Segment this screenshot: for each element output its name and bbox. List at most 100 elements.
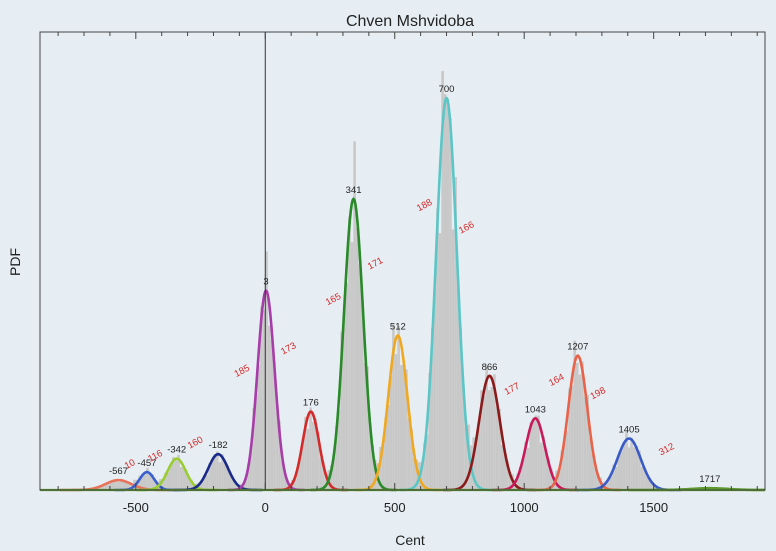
- histogram-bar-33: [174, 460, 178, 490]
- histogram-bar-217: [651, 482, 654, 490]
- histogram-bar-20: [140, 474, 144, 490]
- histogram-bar-60: [244, 479, 248, 490]
- histogram-bar-7: [107, 481, 110, 490]
- plot-border: [39, 31, 766, 491]
- histogram-bar-4: [99, 486, 103, 490]
- histogram-bar-114: [384, 417, 387, 490]
- histogram-bar-211: [635, 445, 639, 490]
- histogram-bar-213: [640, 466, 644, 490]
- histogram-bar-22: [146, 467, 149, 490]
- histogram-bar-80: [296, 467, 299, 490]
- histogram-bar-172: [534, 415, 538, 490]
- peak-label-700: 700: [439, 84, 455, 95]
- histogram-bar-69: [267, 325, 271, 490]
- chart-title: Chven Mshvidoba: [346, 13, 474, 30]
- histogram-bar-104: [358, 264, 362, 490]
- histogram-bar-208: [627, 447, 631, 490]
- histogram-bar-55: [231, 480, 235, 490]
- histogram-bar-124: [410, 428, 413, 490]
- histogram-bar-170: [529, 422, 532, 490]
- histogram-bar-62: [249, 450, 253, 490]
- histogram-bar-184: [565, 430, 569, 490]
- histogram-bar-25: [153, 479, 157, 490]
- histogram-bar-144: [462, 383, 465, 490]
- histogram-bar-87: [314, 418, 318, 490]
- histogram-bar-160: [503, 452, 507, 490]
- histogram-bar-168: [524, 442, 527, 490]
- histogram-bar-36: [182, 466, 185, 490]
- histogram-bar-205: [620, 450, 623, 490]
- histogram-bar-9: [112, 480, 116, 490]
- histogram-bar-14: [125, 481, 129, 490]
- peak-label-512: 512: [390, 321, 406, 332]
- histogram-bar-82: [301, 439, 305, 490]
- histogram-bar-48: [213, 454, 217, 490]
- histogram-bar-166: [519, 466, 522, 490]
- histogram-bar-203: [614, 466, 618, 490]
- histogram-bar-99: [345, 282, 349, 490]
- histogram-bar-98: [342, 306, 346, 490]
- peak-label-1717: 1717: [699, 474, 720, 485]
- histogram-bar-132: [430, 327, 434, 490]
- histogram-bar-88: [317, 431, 320, 490]
- histogram-bar-76: [285, 479, 289, 490]
- histogram-bar-153: [485, 366, 488, 490]
- histogram-bar-71: [273, 361, 276, 490]
- histogram-bar-84: [306, 428, 310, 490]
- histogram-bar-176: [544, 453, 548, 490]
- histogram-bar-118: [394, 354, 398, 490]
- histogram-bar-110: [374, 459, 377, 490]
- histogram-bar-199: [604, 481, 608, 490]
- histogram-bar-123: [407, 418, 411, 490]
- histogram-bar-51: [221, 454, 224, 490]
- histogram-bar-155: [490, 387, 494, 490]
- histogram-bar-107: [366, 366, 369, 490]
- peak-label-3: 3: [263, 277, 268, 288]
- histogram-bar-31: [169, 466, 173, 490]
- x-tick-label: 0: [262, 500, 269, 515]
- histogram-bar-216: [648, 478, 652, 490]
- histogram-bar-5: [102, 484, 105, 490]
- histogram-bar-95: [335, 426, 338, 490]
- histogram-bar-133: [433, 289, 437, 490]
- histogram-bar-178: [550, 468, 553, 490]
- histogram-bar-103: [355, 228, 359, 491]
- peak-curve-3: [227, 289, 305, 492]
- peak-label-176: 176: [303, 398, 319, 409]
- histogram-bar-195: [594, 463, 597, 490]
- histogram-bar-21: [143, 474, 147, 490]
- histogram-bar-86: [311, 421, 315, 490]
- histogram-bar-100: [348, 216, 351, 490]
- histogram-bar-181: [557, 467, 561, 490]
- histogram-bar-183: [563, 439, 566, 490]
- histogram-bar-190: [581, 361, 584, 490]
- histogram-bar-136: [441, 70, 444, 490]
- histogram-bar-210: [632, 447, 636, 490]
- histogram-bar-182: [560, 450, 564, 490]
- histogram-bar-10: [115, 479, 118, 490]
- histogram-bar-169: [526, 447, 530, 490]
- histogram-bar-122: [405, 369, 408, 490]
- histogram-bar-120: [399, 365, 403, 490]
- histogram-bar-46: [208, 463, 211, 490]
- histogram-bar-142: [456, 285, 460, 490]
- histogram-bar-83: [304, 416, 307, 490]
- histogram-bar-188: [575, 363, 579, 490]
- histogram-bar-192: [586, 395, 589, 490]
- histogram-bar-74: [280, 460, 284, 490]
- histogram-bar-108: [368, 427, 372, 490]
- histogram-bar-38: [187, 477, 191, 490]
- histogram-bar-156: [493, 374, 496, 490]
- histogram-bar-214: [643, 467, 646, 490]
- histogram-bar-28: [161, 479, 165, 490]
- histogram-bar-193: [588, 437, 592, 490]
- histogram-bar-186: [570, 386, 574, 490]
- histogram-bar-117: [392, 324, 395, 490]
- histogram-bar-209: [630, 437, 633, 490]
- histogram-bar-106: [363, 363, 367, 490]
- histogram-bar-157: [495, 407, 499, 490]
- histogram-bar-47: [210, 460, 214, 490]
- histogram-bar-42: [197, 482, 201, 490]
- histogram-bar-162: [508, 472, 512, 490]
- histogram-bar-121: [402, 360, 406, 490]
